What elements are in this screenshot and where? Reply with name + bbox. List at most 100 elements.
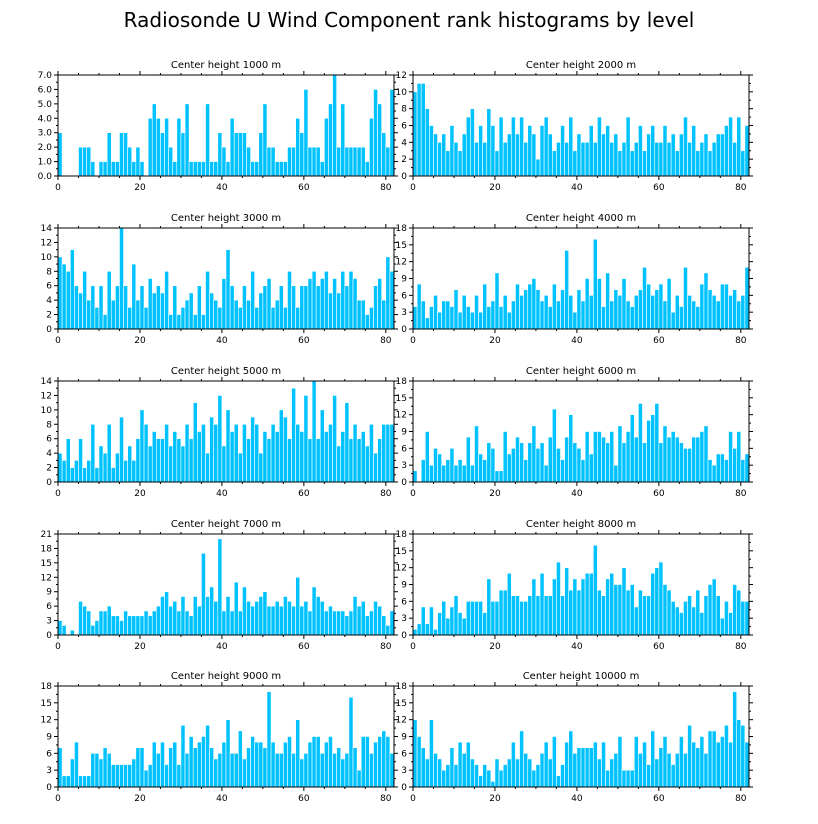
y-tick-label: 0.0 bbox=[38, 172, 53, 182]
bar bbox=[254, 601, 260, 636]
y-tick-label: 4 bbox=[46, 449, 52, 459]
bar bbox=[217, 753, 223, 788]
bar bbox=[502, 589, 508, 636]
bar bbox=[617, 295, 623, 330]
bar bbox=[74, 285, 79, 330]
bar bbox=[482, 142, 488, 177]
bar bbox=[123, 132, 128, 177]
bar bbox=[110, 467, 116, 483]
x-tick-label: 40 bbox=[216, 794, 228, 804]
bar bbox=[552, 283, 557, 330]
bar bbox=[609, 758, 615, 788]
bar bbox=[270, 146, 276, 177]
bar bbox=[274, 161, 280, 177]
bar bbox=[233, 299, 239, 330]
bar bbox=[547, 306, 553, 330]
bar bbox=[662, 425, 668, 483]
bar bbox=[572, 150, 578, 177]
bar bbox=[283, 596, 288, 636]
bar bbox=[498, 589, 504, 636]
bar bbox=[711, 464, 717, 483]
bar bbox=[552, 150, 557, 177]
bar bbox=[131, 161, 137, 177]
bar bbox=[597, 116, 602, 177]
bar bbox=[160, 292, 165, 330]
bar bbox=[420, 83, 426, 177]
bar bbox=[274, 601, 280, 636]
bar bbox=[494, 601, 500, 636]
bar bbox=[106, 132, 112, 177]
bar bbox=[506, 133, 512, 177]
bar bbox=[143, 307, 149, 330]
bar bbox=[568, 295, 574, 330]
bar bbox=[638, 753, 643, 788]
bar bbox=[94, 307, 100, 330]
bar bbox=[311, 736, 317, 788]
panel-title: Center height 4000 m bbox=[526, 213, 636, 224]
panel-6: Center height 6000 m 0 3 6 9 12 15 18 0 20 40 60 80 bbox=[396, 366, 753, 499]
bar bbox=[650, 125, 656, 177]
bar bbox=[209, 747, 215, 788]
bar bbox=[201, 736, 206, 788]
y-tick-label: 10 bbox=[41, 406, 53, 416]
bar bbox=[184, 103, 190, 177]
bar bbox=[201, 552, 206, 636]
bar bbox=[385, 256, 391, 330]
x-tick-label: 20 bbox=[134, 336, 146, 346]
bar bbox=[115, 285, 120, 330]
bar bbox=[457, 741, 463, 788]
bar bbox=[205, 724, 210, 788]
bar bbox=[711, 142, 717, 177]
panel-8: Center height 8000 m 0 3 6 9 12 15 18 0 20 40 60 80 bbox=[396, 519, 753, 652]
bar bbox=[654, 758, 660, 788]
bar bbox=[365, 615, 370, 636]
bar bbox=[365, 445, 370, 483]
bar bbox=[490, 300, 496, 330]
bar bbox=[119, 132, 124, 177]
panel-10: Center height 10000 m 0 3 6 9 12 15 18 0 20 40 60 80 bbox=[396, 671, 753, 804]
bar bbox=[470, 108, 475, 177]
bar bbox=[151, 610, 157, 636]
y-tick-label: 21 bbox=[41, 530, 52, 540]
y-tick-label: 9 bbox=[401, 733, 407, 743]
bar bbox=[744, 601, 750, 636]
y-tick-label: 0 bbox=[401, 783, 407, 793]
bar bbox=[168, 605, 174, 636]
bar bbox=[61, 460, 67, 483]
y-tick-label: 12 bbox=[41, 391, 52, 401]
bar bbox=[720, 283, 725, 330]
bar bbox=[225, 719, 231, 788]
y-tick-label: 10 bbox=[41, 253, 53, 263]
bar bbox=[707, 289, 713, 330]
bar bbox=[547, 595, 553, 636]
bar bbox=[373, 285, 378, 330]
bar bbox=[433, 753, 438, 788]
bar bbox=[490, 125, 496, 177]
bar bbox=[621, 442, 627, 483]
y-tick-label: 4 bbox=[46, 296, 52, 306]
bar bbox=[715, 595, 721, 636]
y-tick-label: 3 bbox=[401, 308, 407, 318]
bar bbox=[441, 300, 447, 330]
bar bbox=[274, 753, 280, 788]
bar bbox=[135, 615, 141, 636]
bar bbox=[65, 438, 71, 483]
bar bbox=[429, 464, 434, 483]
bar bbox=[707, 150, 713, 177]
bar bbox=[674, 150, 680, 177]
bar bbox=[646, 595, 651, 636]
bar bbox=[724, 283, 729, 330]
bar bbox=[453, 764, 459, 788]
bar bbox=[564, 567, 570, 636]
bar bbox=[278, 753, 284, 788]
bar bbox=[736, 116, 742, 177]
bar bbox=[115, 764, 120, 788]
x-tick-label: 60 bbox=[298, 489, 310, 499]
bar bbox=[356, 769, 362, 788]
bar bbox=[552, 578, 557, 636]
bar bbox=[69, 467, 75, 483]
bar bbox=[494, 758, 500, 788]
bar bbox=[457, 612, 463, 636]
bar bbox=[715, 741, 721, 788]
panel-7: Center height 7000 m 0 3 6 9 12 15 18 21 0 20 40 60 8… bbox=[41, 519, 398, 652]
